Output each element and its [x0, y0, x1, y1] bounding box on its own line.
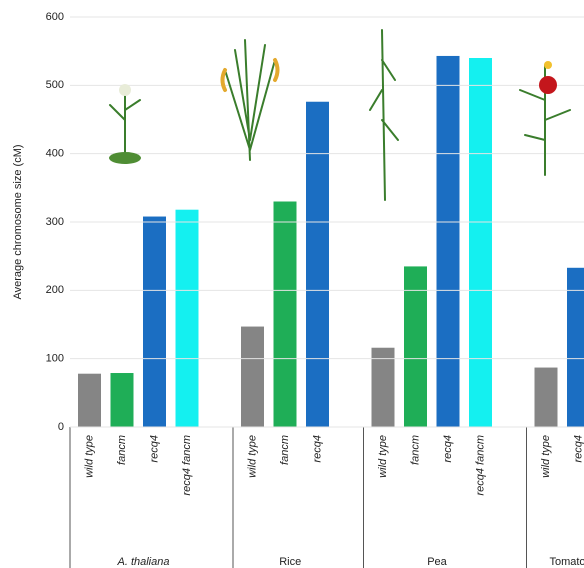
y-axis-label: Average chromosome size (cM)	[12, 144, 24, 299]
x-tick-label: recq4 fancm	[181, 435, 193, 496]
bar	[567, 267, 584, 427]
x-tick-label: recq4	[148, 435, 160, 463]
bar	[306, 101, 329, 427]
x-tick-label: recq4	[311, 435, 323, 463]
x-tick-label: fancm	[409, 435, 421, 465]
bar	[534, 367, 558, 427]
y-tick-label: 600	[46, 11, 64, 23]
bar	[110, 373, 134, 427]
bar	[175, 209, 199, 427]
y-tick-label: 0	[58, 421, 64, 433]
x-tick-label: wild type	[377, 435, 389, 478]
bar	[469, 58, 492, 427]
group-label: Rice	[279, 556, 301, 568]
y-tick-label: 200	[46, 284, 64, 296]
bar	[241, 326, 264, 427]
bar	[404, 266, 427, 427]
x-tick-label: recq4 fancm	[474, 435, 486, 496]
bar	[273, 201, 297, 427]
y-tick-label: 400	[46, 148, 64, 160]
x-tick-label: recq4	[572, 435, 584, 463]
x-tick-label: recq4	[442, 435, 454, 463]
x-tick-label: fancm	[116, 435, 128, 465]
group-label: Tomato	[549, 556, 584, 568]
x-tick-label: wild type	[83, 435, 95, 478]
bar	[78, 373, 101, 427]
group-label: A. thaliana	[117, 556, 170, 568]
bar	[143, 216, 166, 427]
x-tick-label: wild type	[246, 435, 258, 478]
y-tick-label: 500	[46, 79, 64, 91]
group-label: Pea	[427, 556, 447, 568]
x-tick-label: wild type	[540, 435, 552, 478]
y-tick-label: 300	[46, 216, 64, 228]
x-tick-label: fancm	[279, 435, 291, 465]
y-tick-label: 100	[46, 353, 64, 365]
bar	[371, 347, 395, 427]
bar	[436, 55, 460, 427]
plant-illustrations	[109, 29, 571, 201]
